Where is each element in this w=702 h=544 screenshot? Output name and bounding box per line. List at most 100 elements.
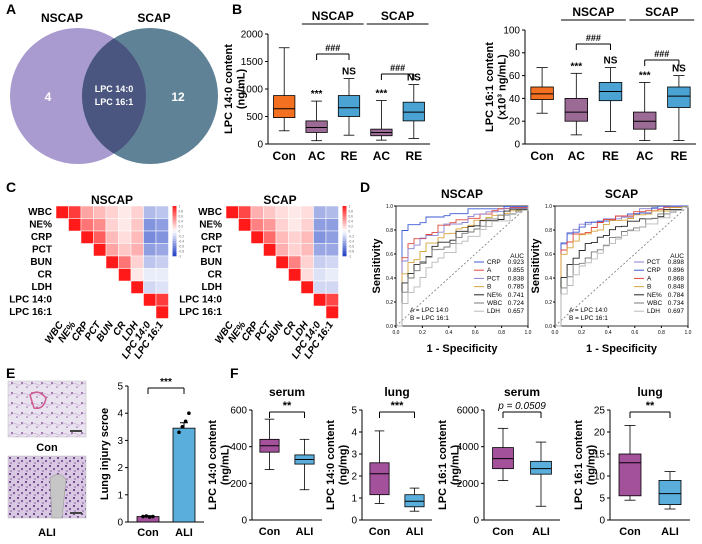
heatmap-cell	[143, 255, 157, 269]
heatmap-cell	[275, 205, 289, 219]
colorbar-tick: -0.4	[349, 240, 355, 244]
x-tick-label: Con	[273, 149, 296, 163]
heatmap-cell	[250, 218, 264, 232]
heatmap-cell	[313, 293, 327, 307]
y-tick-label: 40	[509, 94, 521, 105]
legend-name: PCT	[647, 259, 660, 266]
x-tick-label: 0.6	[472, 330, 479, 336]
x-tick-label: ALI	[296, 526, 314, 538]
heatmap-title-nscap: NSCAP	[91, 193, 133, 207]
x-tick-label: Con	[619, 526, 641, 538]
heatmap-row-label: CR	[208, 270, 223, 281]
legend-auc: 0.868	[668, 275, 685, 282]
x-tick-label: RE	[602, 149, 619, 163]
heatmap-row-label: BUN	[200, 257, 222, 268]
legend-name: PCT	[487, 275, 500, 282]
y-tick-label: 0	[514, 140, 520, 151]
roc-curve	[396, 206, 529, 327]
y-axis-label-line2: (ng/mL)	[449, 445, 461, 486]
venn-title-scap: SCAP	[137, 11, 170, 25]
note-b: B = LPC 16:1	[569, 315, 608, 322]
heatmap-row-label: LPC 16:1	[9, 307, 52, 318]
heatmap-cell	[313, 280, 327, 294]
box-plot-serum-lpc140: 0 200 400 600 LPC 14:0 content(ng/mL) serum Co…	[207, 385, 322, 538]
y-tick-label: 1.0	[545, 204, 552, 210]
data-point	[187, 411, 191, 416]
heatmap-row-label: WBC	[198, 207, 222, 218]
heatmap-cell	[105, 230, 119, 244]
histology-ali	[7, 455, 87, 519]
heatmap-cell	[288, 255, 302, 269]
heatmap-cell	[313, 230, 327, 244]
roc-nscap: NSCAP 0.00.0 0.2 0.2 0.4 0.4 0.6 0.6 0.8 0.8 1.0 1.…	[371, 187, 532, 355]
heatmap-cell	[325, 280, 339, 294]
colorbar-tick: -0.6	[349, 245, 355, 249]
x-tick-label: 0.8	[498, 330, 505, 336]
colorbar-segment	[342, 248, 347, 252]
heatmap-cell	[300, 268, 314, 282]
y-tick-label: 1.0	[386, 204, 393, 210]
heatmap-cell	[313, 255, 327, 269]
x-tick-label: Con	[259, 526, 281, 538]
legend-auc: 0.848	[668, 284, 685, 291]
panel-label-c: C	[6, 179, 16, 195]
colorbar-tick: 0.6	[349, 215, 354, 219]
heatmap-cell	[130, 268, 144, 282]
y-tick-label: 25	[594, 406, 606, 417]
box	[564, 98, 588, 122]
heatmap-cell	[250, 230, 264, 244]
roc-reference-line	[395, 205, 529, 327]
colorbar-segment	[172, 228, 177, 232]
colorbar-segment	[342, 206, 347, 209]
heatmap-cell	[325, 205, 339, 219]
heatmap-cell	[300, 255, 314, 269]
heatmap-cell	[93, 243, 107, 257]
heatmap-cell	[118, 205, 132, 219]
colorbar-segment	[172, 241, 177, 244]
x-tick-label: 1.0	[685, 330, 692, 336]
colorbar-segment	[342, 231, 347, 234]
heatmap-cell	[300, 205, 314, 219]
histology-con-label: Con	[36, 442, 58, 454]
heatmap-cell	[288, 205, 302, 219]
legend-auc: 0.784	[668, 292, 685, 299]
colorbar-tick: 0.8	[179, 210, 184, 214]
legend-name: LDH	[647, 308, 660, 315]
y-axis-label-line1: LPC 14:0 content	[207, 420, 219, 510]
box	[530, 86, 554, 100]
heatmap-cell	[143, 205, 157, 219]
y-tick-label: 400	[230, 442, 247, 453]
x-tick-label: RE	[405, 149, 422, 163]
heatmap-cell	[288, 243, 302, 257]
y-tick-label: 0.6	[386, 252, 393, 258]
colorbar-segment	[342, 236, 347, 239]
y-tick-label: 100	[503, 26, 520, 37]
colorbar-segment	[172, 206, 177, 209]
roc-title: SCAP	[605, 187, 638, 201]
y-tick-label: 500	[246, 112, 263, 123]
x-tick-label: ALI	[532, 526, 550, 538]
y-tick-label: 0.2	[386, 300, 393, 306]
heatmap-cell	[93, 218, 107, 232]
heatmap-cell	[130, 243, 144, 257]
x-tick-label: Con	[137, 527, 159, 539]
colorbar-tick: 0	[179, 230, 181, 234]
y-tick-label: 10	[594, 472, 606, 483]
significance-label: ***	[376, 89, 388, 100]
y-tick-label: 0	[117, 518, 123, 529]
heatmap-cell	[105, 255, 119, 269]
heatmap-cell	[130, 280, 144, 294]
heatmap-cell	[225, 205, 239, 219]
roc-curve	[396, 206, 529, 327]
heatmap-cell	[155, 218, 169, 232]
y-tick-label: 0.8	[386, 228, 393, 234]
significance-label: ***	[639, 70, 651, 81]
colorbar-segment	[342, 211, 347, 214]
colorbar-segment	[172, 211, 177, 214]
y-tick-label: 0.8	[545, 228, 552, 234]
group-label: NSCAP	[312, 9, 354, 23]
colorbar-segment	[172, 208, 177, 212]
colorbar-segment	[342, 228, 347, 232]
x-tick-label: 0.6	[631, 330, 638, 336]
box	[305, 120, 328, 133]
